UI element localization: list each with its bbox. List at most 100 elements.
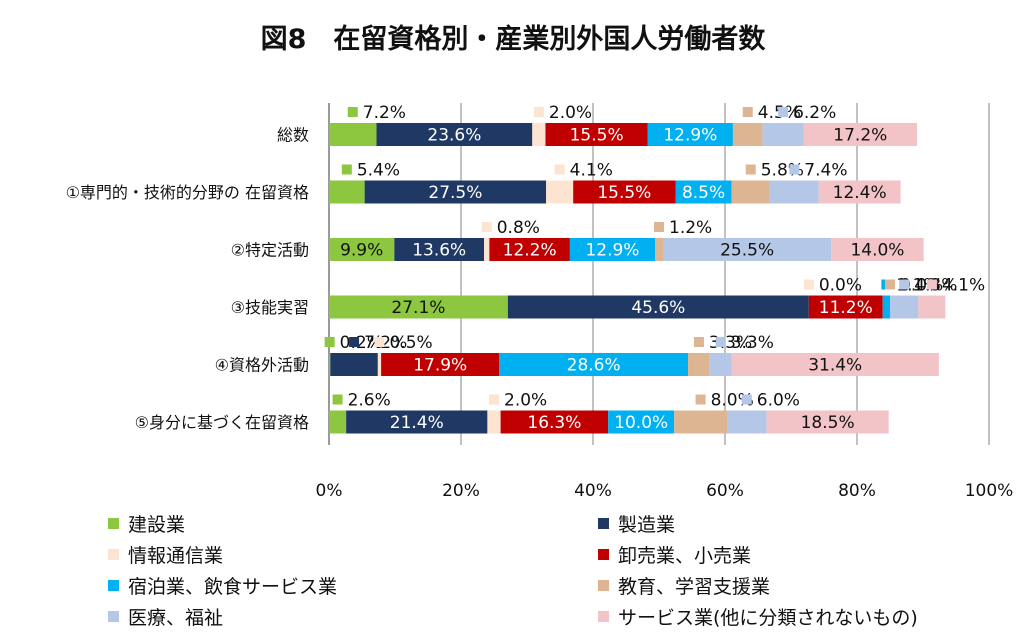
- legend-swatch: [598, 580, 609, 591]
- callout-label: 1.2%: [669, 218, 712, 238]
- legend-swatch: [598, 549, 609, 560]
- callout-marker: [741, 394, 752, 405]
- bar-segment: [500, 410, 609, 434]
- category-label: ④資格外活動: [215, 356, 309, 375]
- callout-marker: [374, 337, 385, 347]
- bar-segment: [573, 180, 676, 204]
- bar-segment: [329, 123, 377, 146]
- bar-segment: [608, 410, 675, 434]
- callout-marker: [654, 222, 664, 232]
- data-label: 31.4%: [808, 356, 862, 376]
- x-tick-label: 60%: [706, 481, 744, 501]
- data-label: 21.4%: [390, 413, 444, 433]
- chart-title: 図8 在留資格別・産業別外国人労働者数: [261, 23, 767, 55]
- category-label: ⑤身分に基づく在留資格: [135, 413, 309, 432]
- callout-label: 3.3%: [731, 333, 774, 353]
- bar-segment: [731, 180, 770, 204]
- callout-label: 6.2%: [793, 103, 836, 123]
- data-label: 45.6%: [631, 298, 685, 318]
- data-label: 12.2%: [503, 241, 557, 261]
- bar-segment: [662, 238, 832, 261]
- bar-segment: [329, 295, 508, 319]
- callout-marker: [885, 279, 895, 290]
- bar-segment: [484, 238, 490, 261]
- bar-segment: [674, 410, 727, 434]
- callout-marker: [324, 337, 335, 347]
- bar-segment: [769, 180, 819, 204]
- data-label: 23.6%: [427, 126, 481, 146]
- callout-label: 5.4%: [357, 161, 400, 181]
- data-label: 18.5%: [801, 413, 855, 433]
- labels: 0% 20% 40% 60% 80% 100% 総数 23.6% 15.5% 12.9% 17.2%…: [66, 103, 1014, 501]
- category-label: ②特定活動: [231, 241, 309, 260]
- callout-marker: [778, 107, 789, 117]
- bar-segment: [709, 353, 732, 376]
- bar-segment: [329, 353, 331, 376]
- callout-label: 2.0%: [504, 391, 547, 411]
- data-label: 16.3%: [527, 413, 581, 433]
- callout-marker: [693, 337, 704, 347]
- category-label: ①専門的・技術的分野の 在留資格: [66, 183, 309, 202]
- callout-marker: [349, 337, 360, 347]
- callout-marker: [899, 279, 910, 290]
- legend-swatch: [598, 518, 609, 529]
- callout-marker: [533, 107, 544, 117]
- x-tick-label: 40%: [574, 481, 612, 501]
- x-tick-label: 0%: [316, 481, 343, 501]
- data-label: 8.5%: [682, 183, 725, 203]
- data-label: 10.0%: [614, 413, 668, 433]
- bar-segment: [330, 353, 378, 376]
- callout-label: 4.1%: [942, 276, 985, 296]
- callout-label: 2.6%: [348, 391, 391, 411]
- bar-segment: [381, 353, 500, 376]
- callout-label: 2.0%: [549, 103, 592, 123]
- bar-segment: [675, 180, 732, 204]
- bar-segment: [376, 123, 533, 146]
- callout-marker: [347, 107, 358, 117]
- data-label: 9.9%: [340, 241, 383, 261]
- callout-marker: [926, 279, 937, 290]
- bar-segment: [882, 295, 890, 319]
- legend-label: サービス業(他に分類されないもの): [618, 607, 918, 629]
- x-tick-label: 100%: [965, 481, 1014, 501]
- bar-segment: [329, 238, 395, 261]
- bar-segment: [377, 353, 382, 376]
- bar-segment: [329, 410, 347, 434]
- legend-swatch: [598, 611, 609, 622]
- legend-label: 宿泊業、飲食サービス業: [128, 576, 337, 598]
- bar-segment: [545, 123, 648, 146]
- legend-swatch: [108, 549, 119, 560]
- callout-label: 7.4%: [804, 161, 847, 181]
- callout-label: 7.2%: [363, 103, 406, 123]
- callout-marker: [341, 164, 352, 175]
- bar-segment: [808, 295, 883, 319]
- callout-marker: [554, 164, 565, 175]
- bar-segment: [499, 353, 689, 376]
- bar-segment: [532, 123, 546, 146]
- legend-label: 医療、福祉: [128, 607, 223, 629]
- callout-marker: [789, 164, 800, 175]
- legend-label: 製造業: [618, 514, 675, 536]
- bar-segment: [818, 180, 901, 204]
- category-label: ③技能実習: [231, 298, 309, 317]
- callout-marker: [489, 394, 499, 405]
- bar-segment: [803, 123, 918, 146]
- legend-swatch: [108, 611, 119, 622]
- data-label: 15.5%: [570, 126, 624, 146]
- bar-segment: [364, 180, 547, 204]
- bar-segment: [647, 123, 733, 146]
- callout-label: 0.8%: [497, 218, 540, 238]
- x-tick-label: 80%: [838, 481, 876, 501]
- category-label: 総数: [277, 126, 309, 145]
- callout-marker: [481, 222, 492, 232]
- data-label: 17.9%: [413, 356, 467, 376]
- legend-swatch: [108, 518, 119, 529]
- bar-segment: [329, 180, 365, 204]
- data-label: 11.2%: [819, 298, 873, 318]
- bar-segment: [766, 410, 889, 434]
- data-label: 17.2%: [833, 126, 887, 146]
- data-label: 12.9%: [663, 126, 717, 146]
- callout-label: 6.0%: [757, 391, 800, 411]
- bars: [329, 123, 946, 434]
